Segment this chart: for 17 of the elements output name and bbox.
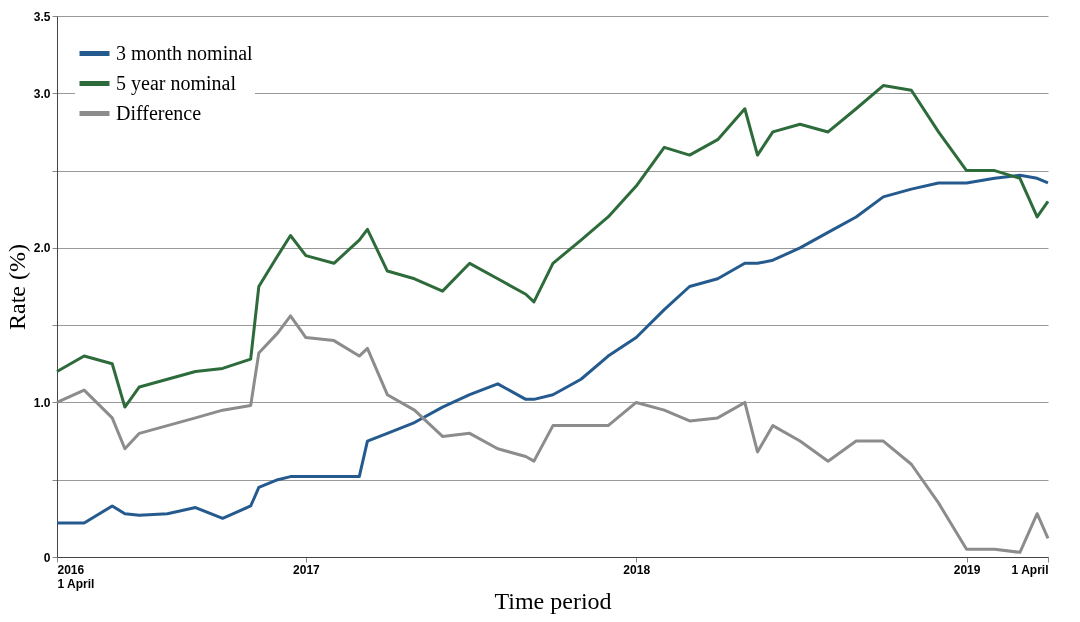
y-tick-label: 3.5 (33, 9, 51, 24)
legend-label: 5 year nominal (116, 71, 237, 95)
x-tick-label: 2018 (623, 562, 651, 577)
legend-label: Difference (116, 101, 202, 124)
y-tick-label: 2.0 (33, 241, 51, 256)
y-tick-label: 0 (43, 550, 51, 565)
x-axis-title: Time period (494, 587, 612, 614)
x-tick-label: 2017 (293, 562, 321, 577)
y-tick-label: 1.0 (33, 395, 51, 410)
legend-label: 3 month nominal (116, 41, 254, 64)
x-tick-label: 1 April (1011, 562, 1049, 577)
line-series (55, 173, 1050, 525)
y-axis-title: Rate (%) (3, 244, 30, 330)
line-series (55, 314, 1050, 554)
x-tick-label: 2019 (953, 562, 981, 577)
y-tick-label: 3.0 (33, 86, 51, 101)
x-tick-label: 2016 1 April (57, 562, 95, 591)
